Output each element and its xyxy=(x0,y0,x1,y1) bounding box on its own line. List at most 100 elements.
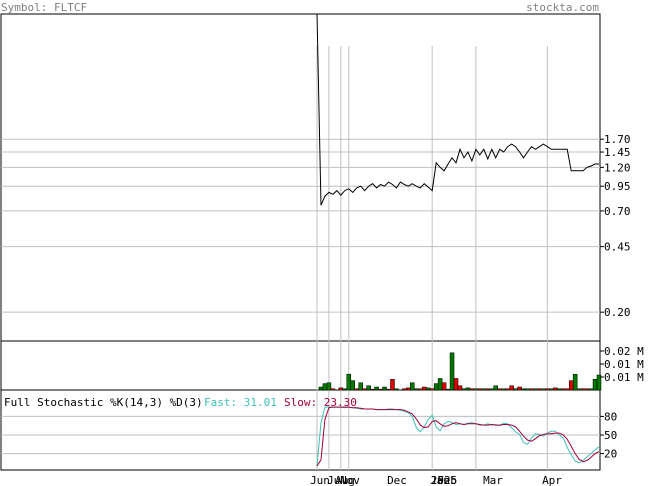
volume-bar xyxy=(493,385,498,391)
price-tick-label: 0.20 xyxy=(604,306,631,319)
price-line xyxy=(316,13,599,206)
volume-bar xyxy=(330,388,336,391)
slow-label: Slow: 23.30 xyxy=(284,396,357,409)
volume-bar xyxy=(429,388,435,391)
volume-bar xyxy=(453,378,459,391)
volume-bar xyxy=(366,385,371,391)
volume-bar xyxy=(437,378,443,391)
volume-bar xyxy=(406,387,411,391)
x-axis-label: Feb xyxy=(437,474,457,486)
price-tick-label: 0.45 xyxy=(604,241,631,254)
volume-bar xyxy=(410,382,415,391)
volume-bar xyxy=(342,388,348,391)
price-tick-label: 1.45 xyxy=(604,146,631,159)
volume-bar xyxy=(322,383,328,391)
volume-bar xyxy=(572,373,578,391)
price-tick-label: 0.95 xyxy=(604,180,631,193)
volume-bar xyxy=(418,388,423,391)
price-panel xyxy=(0,13,601,342)
x-axis-label: Jul xyxy=(327,474,347,486)
volume-bar xyxy=(596,374,602,391)
volume-bar xyxy=(529,388,534,391)
fast-label: Fast: 31.01 xyxy=(204,396,277,409)
volume-bar xyxy=(394,388,399,391)
volume-bar xyxy=(545,388,550,391)
volume-bar xyxy=(557,388,562,391)
volume-bar xyxy=(374,386,379,391)
volume-panel xyxy=(0,340,601,391)
stochastic-series xyxy=(316,406,600,467)
volume-tick-label: 0.02 M xyxy=(604,345,644,358)
volume-bar xyxy=(509,385,514,391)
volume-bar xyxy=(517,386,522,391)
volume-bar xyxy=(461,388,467,391)
volume-bar xyxy=(433,383,439,391)
volume-bar xyxy=(457,385,463,391)
price-series xyxy=(316,13,599,206)
stoch-tick-label: 80 xyxy=(604,410,617,423)
volume-bar xyxy=(445,388,451,391)
volume-bar xyxy=(370,388,375,391)
x-axis-label: Jan xyxy=(430,474,450,486)
volume-bar xyxy=(561,388,566,391)
price-tick-label: 1.70 xyxy=(604,133,631,146)
volume-bar xyxy=(318,386,324,391)
price-tick-label: 0.70 xyxy=(604,205,631,218)
volume-bar xyxy=(553,387,558,391)
x-axis-label: Nov xyxy=(340,474,360,486)
volume-bar xyxy=(576,388,582,391)
volume-bar xyxy=(537,388,542,391)
volume-bar xyxy=(386,388,391,391)
volume-bar xyxy=(521,388,526,391)
x-axis-label: Mar xyxy=(483,474,503,486)
volume-bar xyxy=(421,386,427,391)
volume-bar xyxy=(346,373,352,391)
volume-bar xyxy=(592,379,598,391)
x-axis-label: Dec xyxy=(387,474,407,486)
volume-bar xyxy=(425,387,431,391)
volume-bar xyxy=(505,388,510,391)
volume-bar xyxy=(497,388,502,391)
grid xyxy=(1,46,600,470)
volume-bar xyxy=(564,388,570,391)
volume-bar xyxy=(354,388,359,391)
volume-bar xyxy=(501,388,506,391)
volume-bar xyxy=(469,388,475,391)
volume-bar xyxy=(390,379,395,391)
x-axis-label: Aug xyxy=(335,474,355,486)
x-axis-label: Apr xyxy=(542,474,562,486)
volume-bar xyxy=(477,388,483,391)
volume-bar xyxy=(588,388,594,391)
volume-tick-label: 0.01 M xyxy=(604,358,644,371)
volume-bar xyxy=(326,382,332,391)
volume-bar xyxy=(541,388,546,391)
symbol-label: Symbol: FLTCF xyxy=(1,1,87,14)
volume-bar xyxy=(489,388,495,391)
stochastic-title: Full Stochastic %K(14,3) %D(3) xyxy=(4,396,203,409)
volume-bar xyxy=(382,386,387,391)
volume-bar xyxy=(338,387,344,391)
volume-bar xyxy=(584,388,590,391)
stochastic-slow-line xyxy=(316,406,600,467)
x-axis-label: Jun xyxy=(310,474,330,486)
stoch-tick-label: 50 xyxy=(604,429,617,442)
volume-bar xyxy=(481,388,487,391)
volume-bar xyxy=(473,388,479,391)
volume-bar xyxy=(414,388,419,391)
volume-bar xyxy=(378,388,383,391)
volume-bar xyxy=(568,380,574,391)
volume-bar xyxy=(350,380,355,391)
volume-bar xyxy=(441,382,447,391)
volume-bar xyxy=(485,388,491,391)
volume-bar xyxy=(513,388,518,391)
price-tick-label: 1.20 xyxy=(604,161,631,174)
volume-bar xyxy=(358,382,363,391)
volume-bar xyxy=(533,388,538,391)
volume-bar xyxy=(465,387,471,391)
volume-series xyxy=(318,352,602,391)
volume-tick-label: 0.01 M xyxy=(604,371,644,384)
volume-bar xyxy=(362,388,367,391)
volume-bar xyxy=(525,388,530,391)
volume-bar xyxy=(402,388,407,391)
